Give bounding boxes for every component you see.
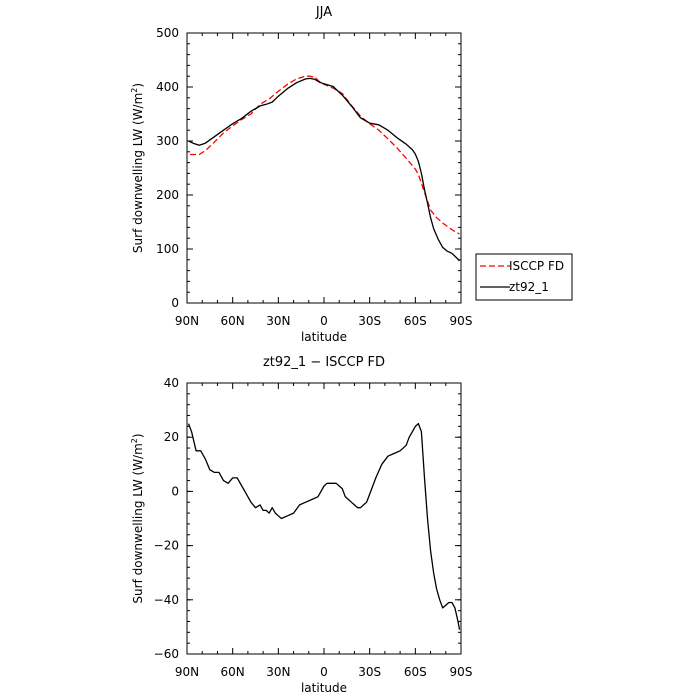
- x-tick-label: 60N: [221, 665, 245, 679]
- x-tick-label: 60S: [404, 314, 427, 328]
- x-tick-label: 90S: [450, 314, 473, 328]
- x-tick-label: 90S: [450, 665, 473, 679]
- x-tick-label: 30S: [358, 314, 381, 328]
- plot-frame: [186, 382, 462, 655]
- chart-title: zt92_1 − ISCCP FD: [263, 355, 385, 370]
- x-axis-label: latitude: [301, 681, 347, 695]
- y-tick-label: 200: [156, 188, 179, 202]
- series-line-zt92-1: [188, 77, 460, 262]
- legend-label: zt92_1: [509, 280, 549, 294]
- y-tick-label: 0: [171, 296, 179, 310]
- y-axis-label: Surf downwelling LW (W/m2): [130, 83, 145, 253]
- y-tick-label: 40: [164, 376, 179, 390]
- chart-panel-2: zt92_1 − ISCCP FD 90N 60N 30N 0 30S 60S 90S −60 −…: [130, 355, 472, 695]
- y-axis-label-sup: 2: [130, 88, 139, 93]
- x-tick-label: 90N: [175, 665, 199, 679]
- y-tick-label: −20: [154, 539, 179, 553]
- x-tick-label: 0: [320, 665, 328, 679]
- y-axis-label-main: Surf downwelling LW (W/m: [131, 443, 145, 603]
- y-tick-label: −40: [154, 593, 179, 607]
- x-axis-label: latitude: [301, 330, 347, 344]
- y-tick-label: −60: [154, 647, 179, 661]
- y-axis-label-close: ): [131, 83, 145, 88]
- x-tick-label: 30N: [266, 314, 290, 328]
- y-axis-label-sup: 2: [130, 438, 139, 443]
- chart-panel-1: JJA 90N 60N 30N 0 30S 60S 90S 0 100 200 300 400 500 la…: [130, 5, 472, 344]
- y-axis-label-main: Surf downwelling LW (W/m: [131, 93, 145, 253]
- x-tick-label: 0: [320, 314, 328, 328]
- y-tick-label: 0: [171, 484, 179, 498]
- y-tick-label: 500: [156, 26, 179, 40]
- y-axis-label: Surf downwelling LW (W/m2): [130, 433, 145, 603]
- x-tick-label: 60N: [221, 314, 245, 328]
- chart-title: JJA: [315, 5, 332, 20]
- y-tick-label: 400: [156, 80, 179, 94]
- y-tick-label: 300: [156, 134, 179, 148]
- x-tick-label: 90N: [175, 314, 199, 328]
- x-tick-label: 30S: [358, 665, 381, 679]
- series-line-1: [187, 422, 461, 630]
- x-tick-label: 60S: [404, 665, 427, 679]
- legend: ISCCP FD zt92_1: [475, 253, 573, 301]
- legend-box: [475, 253, 573, 301]
- y-tick-label: 20: [164, 430, 179, 444]
- series-line-isccp-fd: [190, 75, 460, 235]
- y-tick-label: 100: [156, 242, 179, 256]
- legend-label: ISCCP FD: [509, 259, 564, 273]
- x-tick-label: 30N: [266, 665, 290, 679]
- y-axis-label-close: ): [131, 433, 145, 438]
